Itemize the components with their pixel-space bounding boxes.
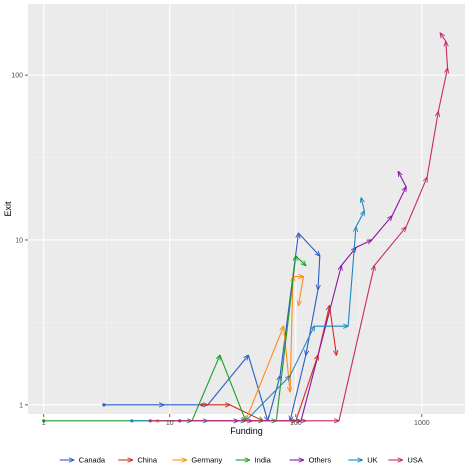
legend-item-germany: Germany [172,456,222,465]
series-segment [289,326,314,377]
series-segment [398,172,407,188]
series-segment [355,240,372,249]
legend-item-china: China [118,456,158,465]
series-segment [361,198,365,212]
series-segment [391,187,406,217]
legend-item-india: India [235,456,272,465]
series-segment [446,41,448,69]
axes: 1 10 100 1000 1 10 100 [11,73,429,427]
series-segment [298,232,319,256]
series-start-point [200,403,204,407]
series-segment [328,305,336,356]
y-tick-label: 100 [11,73,23,80]
series-start-point [102,403,106,407]
series-segment [191,355,220,422]
series-segment [340,248,356,266]
plot-panel [28,4,465,414]
series-segment [290,355,307,421]
legend-label: India [255,456,272,465]
series-segment [267,376,280,421]
series-segment [275,256,296,421]
series-segment [289,277,293,392]
series-layer [42,33,447,422]
series-segment [355,211,364,228]
y-tick-label: 10 [15,237,23,244]
y-axis-title: Exit [3,201,13,217]
series-segment [318,255,320,290]
legend-item-canada: Canada [59,456,106,465]
legend-item-usa: USA [388,456,423,465]
series-start-point [148,419,152,423]
legend-label: UK [367,456,377,465]
legend-label: Germany [191,456,222,465]
series-segment [245,376,290,422]
legend-label: Canada [79,456,106,465]
series-segment [347,227,356,327]
series-segment [219,355,246,421]
legend: Canada China Germany India Others UK USA [59,456,423,465]
x-tick-label: 1000 [414,420,430,427]
series-segment [207,355,249,406]
legend-item-uk: UK [348,456,378,465]
series-segment [300,266,341,421]
series-segment [426,112,438,178]
grid [28,4,465,414]
series-segment [298,276,305,306]
x-tick-label: 1 [42,420,46,427]
series-segment [338,266,374,421]
legend-item-others: Others [289,456,332,465]
x-axis-title: Funding [230,426,263,436]
series-segment [229,404,263,421]
series-start-point [42,419,46,423]
series-segment [295,255,306,266]
series-segment [440,33,447,42]
series-start-point [130,419,134,423]
series-segment [405,177,427,228]
series-segment [371,216,392,241]
series-segment [245,326,284,422]
series-segment [247,355,268,421]
series-segment [373,227,406,266]
legend-label: China [137,456,157,465]
series-segment [306,289,319,356]
legend-label: Others [309,456,332,465]
x-tick-label: 10 [166,420,174,427]
x-tick-label: 100 [290,420,302,427]
series-segment [437,68,447,112]
series-segment [295,355,318,422]
series-usa [148,33,448,423]
y-tick-label: 1 [19,402,23,409]
legend-label: USA [407,456,422,465]
